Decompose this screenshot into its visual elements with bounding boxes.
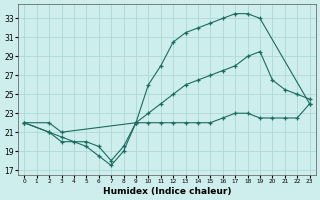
X-axis label: Humidex (Indice chaleur): Humidex (Indice chaleur) (103, 187, 231, 196)
